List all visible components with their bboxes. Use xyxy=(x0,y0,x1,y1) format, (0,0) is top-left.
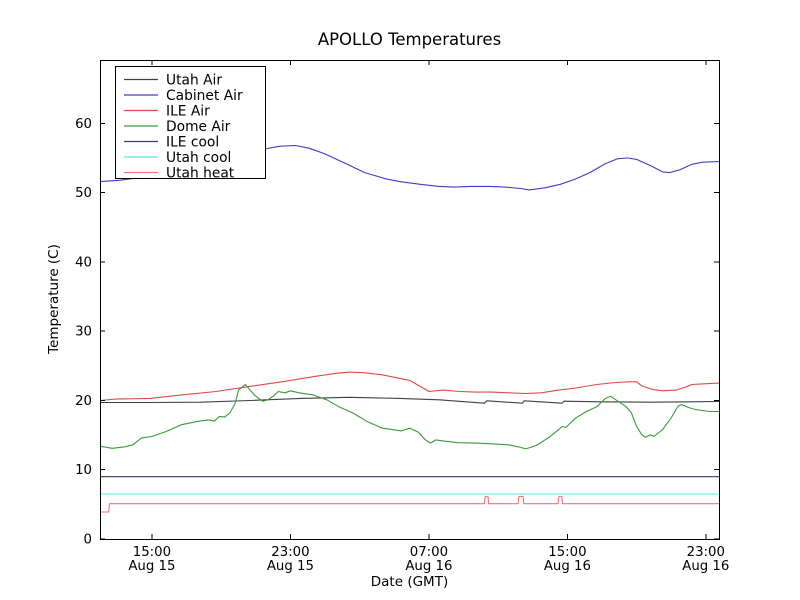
x-tick-time-label: 15:00 xyxy=(548,545,586,560)
x-tick-date-label: Aug 15 xyxy=(267,559,314,574)
x-tick-date-label: Aug 15 xyxy=(128,559,175,574)
y-tick-label: 20 xyxy=(75,394,92,409)
series-line-utah-heat xyxy=(100,495,719,513)
x-tick-time-label: 23:00 xyxy=(271,545,309,560)
y-tick-label: 50 xyxy=(75,186,92,201)
y-axis-label: Temperature (C) xyxy=(46,244,62,354)
legend-label-utah-heat: Utah heat xyxy=(166,165,235,181)
y-tick-label: 0 xyxy=(84,533,92,548)
legend-label-dome-air: Dome Air xyxy=(166,119,231,135)
x-tick-date-label: Aug 16 xyxy=(682,559,729,574)
series-line-dome-air xyxy=(99,383,719,450)
plot-border xyxy=(99,59,721,541)
series-line-utah-air xyxy=(100,396,720,404)
x-tick-time-label: 15:00 xyxy=(133,545,171,560)
x-axis-label: Date (GMT) xyxy=(370,574,449,590)
y-tick-label: 10 xyxy=(75,463,92,478)
y-tick-label: 40 xyxy=(75,255,92,270)
y-tick-label: 30 xyxy=(75,325,92,340)
legend-label-ile-cool: ILE cool xyxy=(166,134,219,150)
legend-label-ile-air: ILE Air xyxy=(166,103,210,119)
legend-label-utah-air: Utah Air xyxy=(166,72,222,88)
x-tick-time-label: 07:00 xyxy=(410,545,448,560)
legend-label-utah-cool: Utah cool xyxy=(166,150,231,166)
legend-box xyxy=(114,65,267,180)
x-tick-date-label: Aug 16 xyxy=(405,559,452,574)
x-tick-date-label: Aug 16 xyxy=(544,559,591,574)
legend-label-cabinet-air: Cabinet Air xyxy=(166,88,243,104)
y-tick-label: 60 xyxy=(75,117,92,132)
series-line-cabinet-air xyxy=(99,144,720,191)
x-tick-time-label: 23:00 xyxy=(687,545,725,560)
chart-title: APOLLO Temperatures xyxy=(317,30,502,49)
series-line-ile-air xyxy=(99,371,720,402)
